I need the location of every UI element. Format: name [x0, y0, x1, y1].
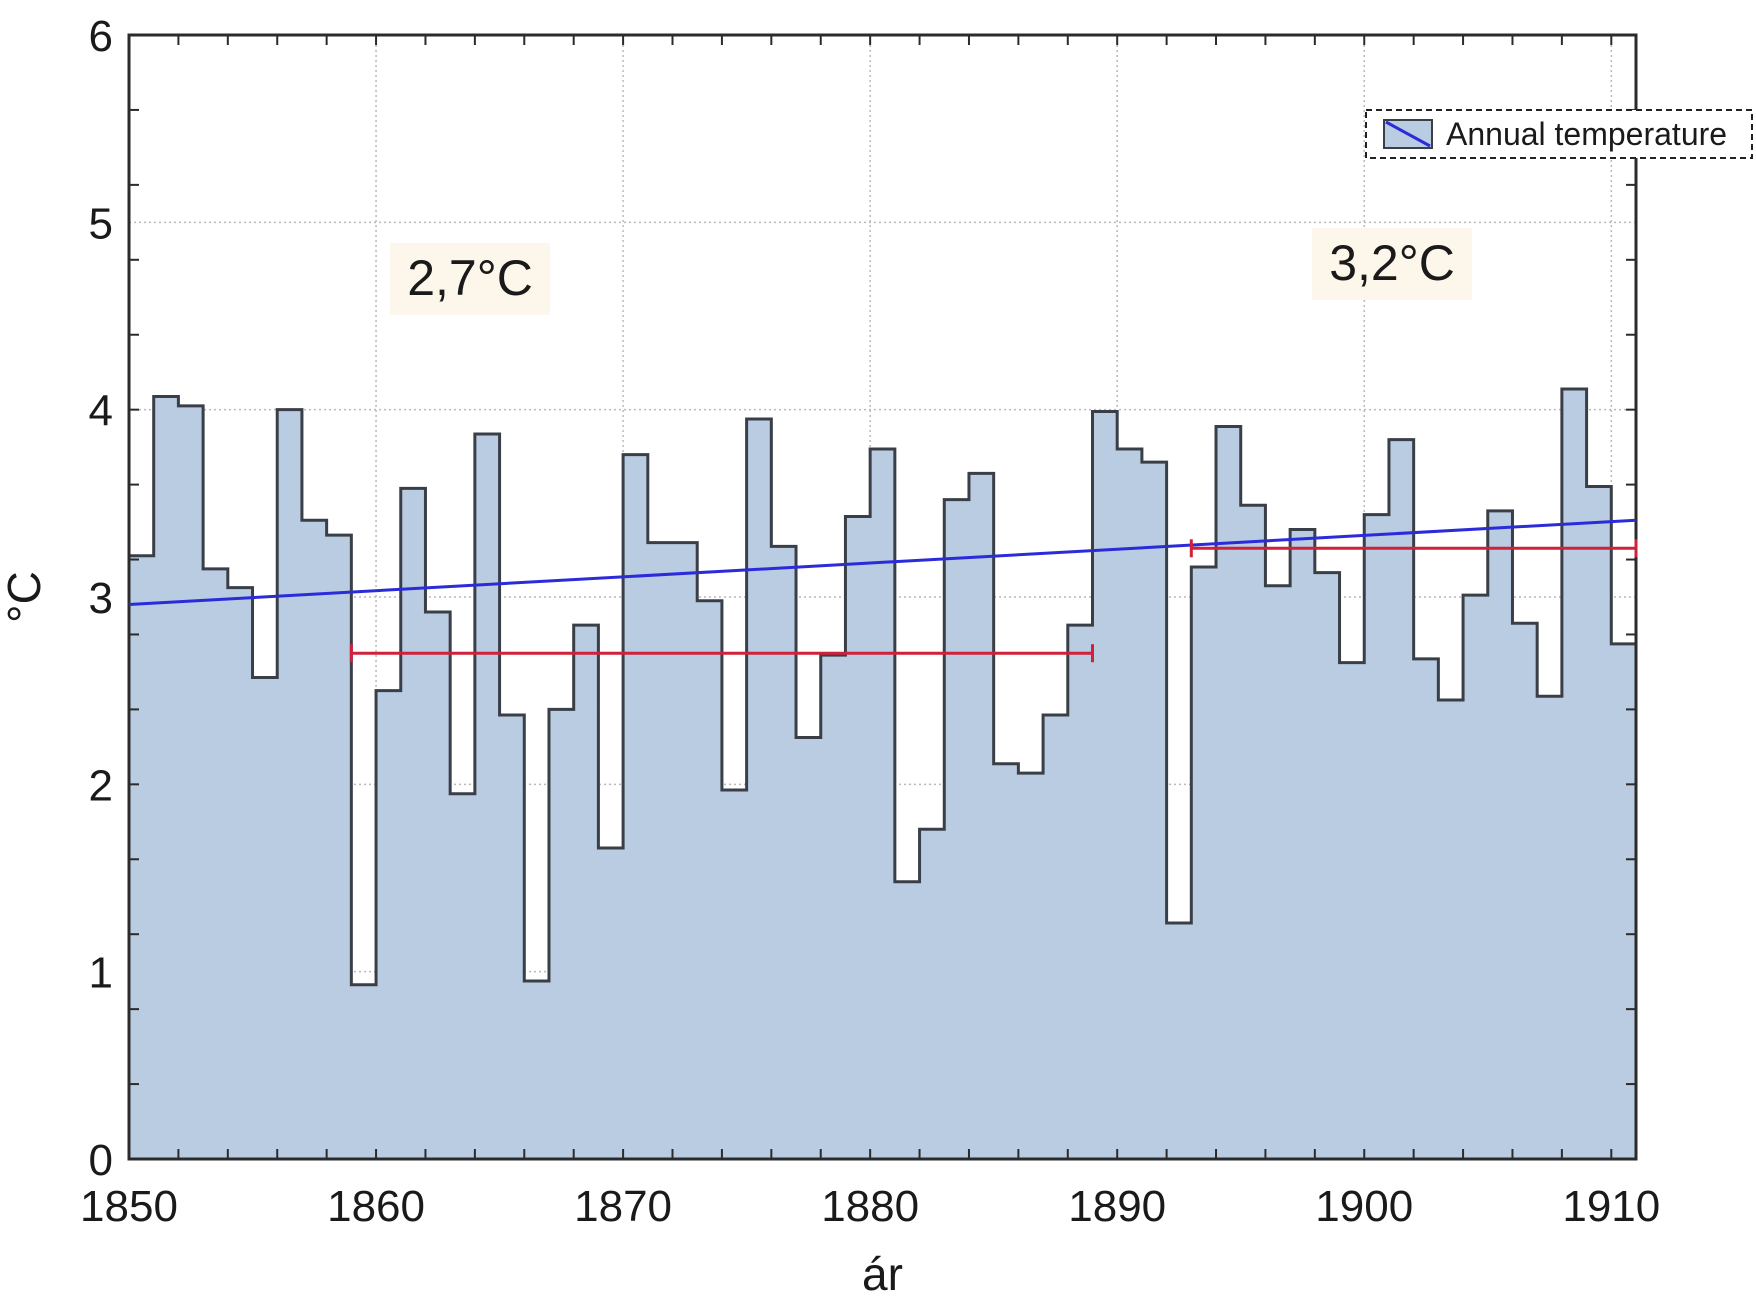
x-tick-label: 1900	[1315, 1182, 1413, 1231]
series-area-fill	[129, 389, 1636, 1159]
y-tick-label: 5	[89, 199, 113, 248]
y-tick-labels: 0 1 2 3 4 5 6	[89, 12, 113, 1185]
x-tick-label: 1860	[327, 1182, 425, 1231]
y-tick-label: 6	[89, 12, 113, 61]
x-tick-label: 1880	[821, 1182, 919, 1231]
minor-ticks	[129, 35, 1636, 1159]
y-axis-title: °C	[0, 571, 50, 623]
plot-frame	[127, 33, 1638, 1161]
annotation-bg	[390, 243, 550, 315]
x-tick-label: 1890	[1068, 1182, 1166, 1231]
annotation-bg	[1312, 228, 1472, 300]
series-area	[129, 387, 1636, 1159]
period-means	[349, 539, 1638, 663]
x-axis-title: ár	[862, 1248, 903, 1300]
x-tick-label: 1910	[1562, 1182, 1660, 1231]
y-tick-label: 0	[89, 1136, 113, 1185]
legend-trend-swatch	[1385, 120, 1431, 148]
trend-line-segment	[128, 518, 1637, 606]
series-step-outline	[129, 387, 1636, 987]
legend-box	[1365, 109, 1753, 159]
trend-line	[128, 518, 1637, 606]
y-tick-label: 4	[89, 387, 113, 436]
y-tick-label: 1	[89, 949, 113, 998]
legend-label: Annual temperature	[1446, 116, 1727, 152]
period-mean-label: 3,2°C	[1329, 235, 1455, 291]
y-tick-label: 3	[89, 574, 113, 623]
y-tick-label: 2	[89, 761, 113, 810]
mean-annotations: 2,7°C 3,2°C	[390, 228, 1472, 315]
x-tick-labels: 1850 1860 1870 1880 1890 1900 1910	[80, 1182, 1660, 1231]
period-mean-label: 2,7°C	[407, 250, 533, 306]
x-tick-label: 1850	[80, 1182, 178, 1231]
x-tick-label: 1870	[574, 1182, 672, 1231]
legend: Annual temperature	[1365, 109, 1753, 159]
